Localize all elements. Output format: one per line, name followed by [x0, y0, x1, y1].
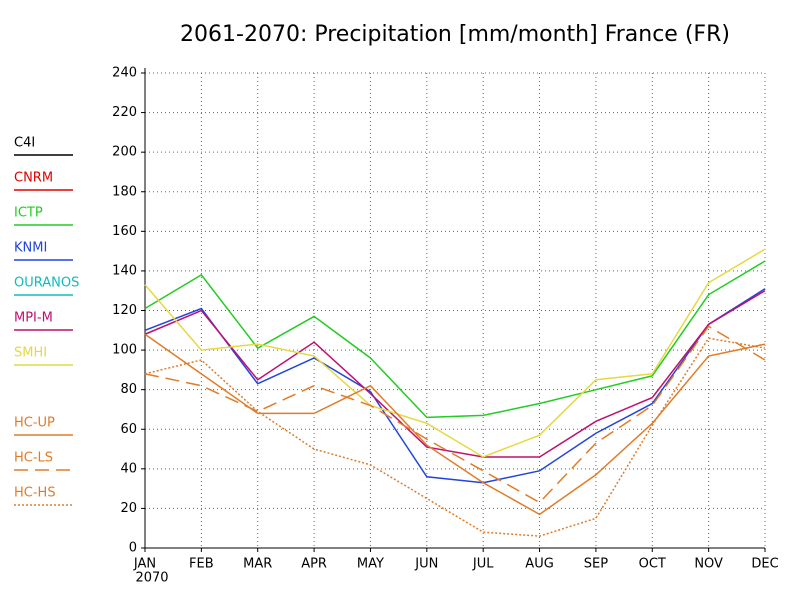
x-sublabel: 2070: [135, 571, 168, 586]
series-line: [144, 288, 766, 484]
x-tick-label: JUN: [414, 557, 438, 572]
legend-label: HC-UP: [14, 416, 55, 431]
x-tick-label: OCT: [639, 557, 666, 572]
y-tick-label: 60: [120, 422, 137, 437]
y-tick-label: 0: [129, 541, 137, 556]
y-tick-label: 200: [112, 145, 137, 160]
legend-label: OURANOS: [14, 276, 79, 291]
y-tick-label: 100: [112, 343, 137, 358]
x-tick-label: AUG: [525, 557, 553, 572]
legend-label: C4I: [14, 136, 35, 151]
y-tick-label: 160: [112, 224, 137, 239]
x-tick-label: FEB: [189, 557, 214, 572]
y-tick-label: 20: [120, 501, 137, 516]
series-line: [144, 337, 766, 537]
legend-label: KNMI: [14, 241, 47, 256]
y-tick-label: 140: [112, 263, 137, 278]
series-line: [144, 248, 766, 458]
x-tick-label: DEC: [751, 557, 778, 572]
series-line: [144, 260, 766, 419]
series-line: [144, 290, 766, 458]
x-tick-label: MAY: [357, 557, 384, 572]
y-tick-label: 220: [112, 105, 137, 120]
legend-label: MPI-M: [14, 311, 53, 326]
x-tick-label: JUL: [472, 557, 494, 572]
x-tick-label: MAR: [243, 557, 272, 572]
x-tick-label: JAN: [133, 557, 156, 572]
legend-label: HC-HS: [14, 486, 56, 501]
y-tick-label: 80: [120, 382, 137, 397]
legend-label: ICTP: [14, 206, 43, 221]
legend-label: HC-LS: [14, 451, 53, 466]
legend-label: SMHI: [14, 346, 47, 361]
chart-title: 2061-2070: Precipitation [mm/month] Fran…: [180, 22, 730, 47]
x-tick-label: APR: [301, 557, 327, 572]
y-tick-label: 120: [112, 303, 137, 318]
y-tick-label: 40: [120, 461, 137, 476]
x-tick-label: SEP: [584, 557, 608, 572]
x-tick-label: NOV: [694, 557, 723, 572]
legend-label: CNRM: [14, 171, 53, 186]
series-line: [144, 325, 766, 504]
y-tick-label: 180: [112, 184, 137, 199]
y-tick-label: 240: [112, 66, 137, 81]
